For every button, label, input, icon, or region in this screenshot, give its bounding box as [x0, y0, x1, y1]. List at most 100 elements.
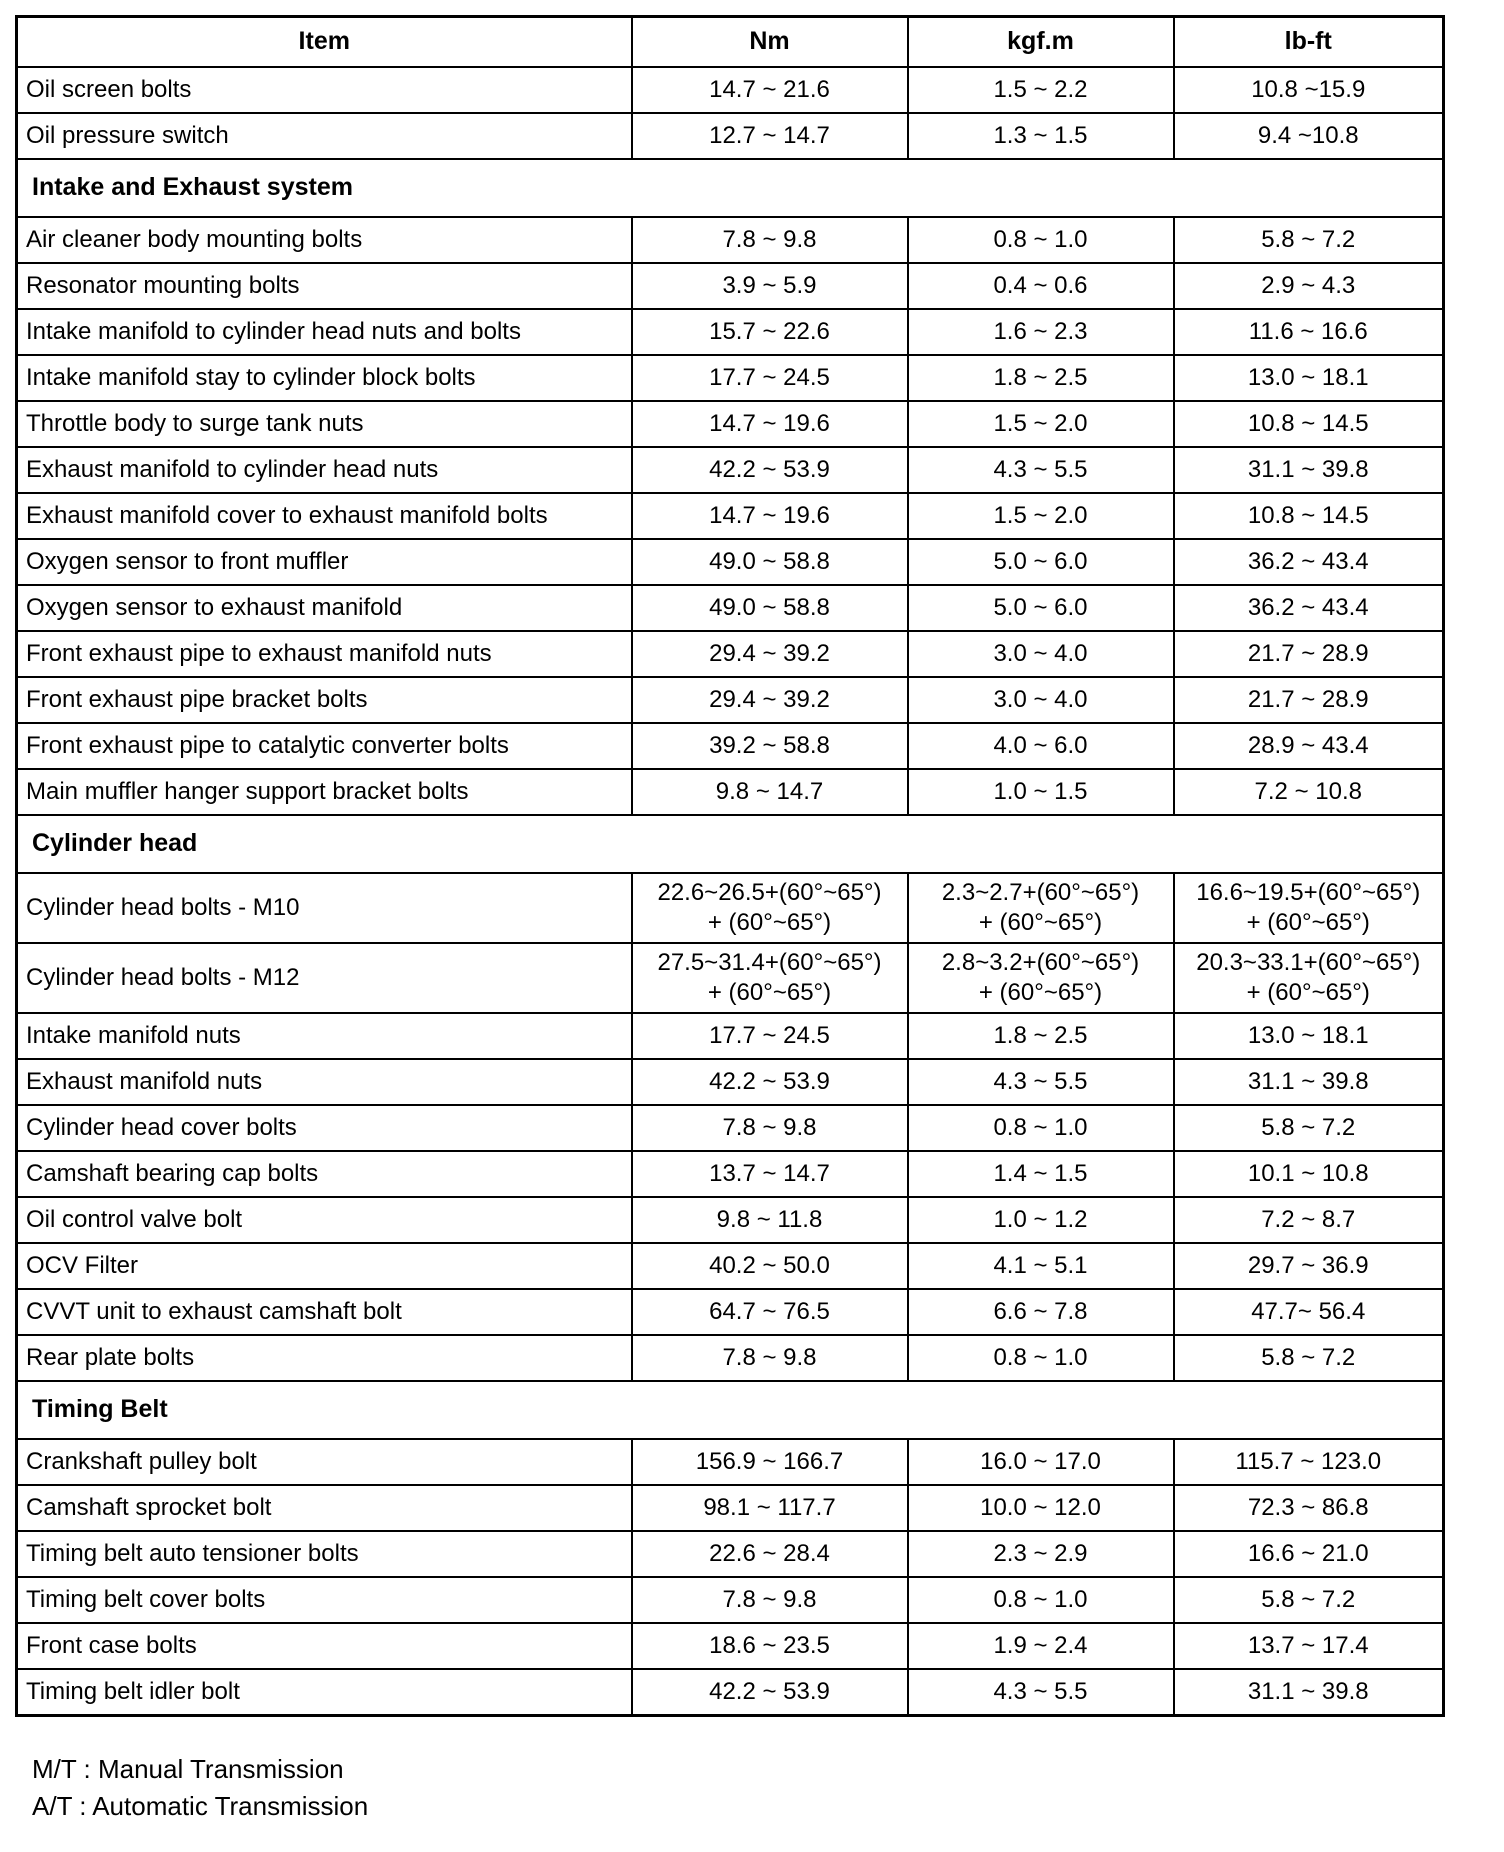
table-row: Oxygen sensor to exhaust manifold 49.0 ~ … — [15, 584, 1445, 632]
table-row: Front exhaust pipe to exhaust manifold n… — [15, 630, 1445, 678]
nm-cell: 7.8 ~ 9.8 — [630, 1334, 909, 1382]
table-row: Front case bolts 18.6 ~ 23.5 1.9 ~ 2.4 13.7… — [15, 1622, 1445, 1670]
section-row: Timing Belt — [15, 1380, 1445, 1440]
lbft-cell: 31.1 ~ 39.8 — [1172, 446, 1445, 494]
table-body: Oil screen bolts 14.7 ~ 21.6 1.5 ~ 2.2 10.8… — [15, 66, 1445, 1716]
lbft-cell: 7.2 ~ 8.7 — [1172, 1196, 1445, 1244]
lbft-cell: 10.8 ~15.9 — [1172, 66, 1445, 114]
torque-spec-table: Item Nm kgf.m lb-ft Oil screen bolts 14.7… — [15, 15, 1445, 1717]
kgfm-cell: 1.9 ~ 2.4 — [906, 1622, 1175, 1670]
item-cell: Crankshaft pulley bolt — [15, 1438, 633, 1486]
kgfm-cell: 1.3 ~ 1.5 — [906, 112, 1175, 160]
kgfm-cell: 1.5 ~ 2.2 — [906, 66, 1175, 114]
kgfm-cell: 3.0 ~ 4.0 — [906, 676, 1175, 724]
lbft-cell: 5.8 ~ 7.2 — [1172, 1576, 1445, 1624]
section-row: Cylinder head — [15, 814, 1445, 874]
kgfm-cell: 0.8 ~ 1.0 — [906, 216, 1175, 264]
nm-cell: 49.0 ~ 58.8 — [630, 538, 909, 586]
item-cell: Timing belt idler bolt — [15, 1668, 633, 1716]
table-row: Exhaust manifold cover to exhaust manifo… — [15, 492, 1445, 540]
nm-cell: 27.5~31.4+(60°~65°) + (60°~65°) — [630, 942, 909, 1014]
nm-cell: 12.7 ~ 14.7 — [630, 112, 909, 160]
item-cell: CVVT unit to exhaust camshaft bolt — [15, 1288, 633, 1336]
lbft-cell: 10.8 ~ 14.5 — [1172, 492, 1445, 540]
kgfm-cell: 0.8 ~ 1.0 — [906, 1334, 1175, 1382]
table-row: Intake manifold stay to cylinder block b… — [15, 354, 1445, 402]
item-cell: Camshaft sprocket bolt — [15, 1484, 633, 1532]
lbft-cell: 29.7 ~ 36.9 — [1172, 1242, 1445, 1290]
table-row: Oil control valve bolt 9.8 ~ 11.8 1.0 ~ 1.… — [15, 1196, 1445, 1244]
item-cell: Air cleaner body mounting bolts — [15, 216, 633, 264]
table-row: Timing belt idler bolt 42.2 ~ 53.9 4.3 ~ 5… — [15, 1668, 1445, 1716]
kgfm-cell: 1.0 ~ 1.2 — [906, 1196, 1175, 1244]
nm-cell: 98.1 ~ 117.7 — [630, 1484, 909, 1532]
nm-cell: 42.2 ~ 53.9 — [630, 1668, 909, 1716]
nm-cell: 17.7 ~ 24.5 — [630, 354, 909, 402]
nm-cell: 14.7 ~ 19.6 — [630, 400, 909, 448]
nm-cell: 42.2 ~ 53.9 — [630, 1058, 909, 1106]
table-row: Camshaft bearing cap bolts 13.7 ~ 14.7 1.4… — [15, 1150, 1445, 1198]
kgfm-cell: 0.4 ~ 0.6 — [906, 262, 1175, 310]
item-cell: Camshaft bearing cap bolts — [15, 1150, 633, 1198]
table-row: Throttle body to surge tank nuts 14.7 ~ 1… — [15, 400, 1445, 448]
kgfm-cell: 5.0 ~ 6.0 — [906, 538, 1175, 586]
lbft-cell: 5.8 ~ 7.2 — [1172, 216, 1445, 264]
lbft-cell: 7.2 ~ 10.8 — [1172, 768, 1445, 816]
table-row: Oxygen sensor to front muffler 49.0 ~ 58.… — [15, 538, 1445, 586]
table-row: Air cleaner body mounting bolts 7.8 ~ 9.8… — [15, 216, 1445, 264]
section-label: Cylinder head — [15, 814, 1445, 874]
section-label: Intake and Exhaust system — [15, 158, 1445, 218]
item-cell: Front exhaust pipe bracket bolts — [15, 676, 633, 724]
kgfm-cell: 4.3 ~ 5.5 — [906, 446, 1175, 494]
item-cell: Oxygen sensor to front muffler — [15, 538, 633, 586]
lbft-cell: 115.7 ~ 123.0 — [1172, 1438, 1445, 1486]
nm-cell: 40.2 ~ 50.0 — [630, 1242, 909, 1290]
lbft-cell: 72.3 ~ 86.8 — [1172, 1484, 1445, 1532]
table-row: Cylinder head bolts - M12 27.5~31.4+(60°~… — [15, 942, 1445, 1014]
kgfm-cell: 1.4 ~ 1.5 — [906, 1150, 1175, 1198]
kgfm-cell: 1.8 ~ 2.5 — [906, 1012, 1175, 1060]
nm-cell: 15.7 ~ 22.6 — [630, 308, 909, 356]
column-header-kgfm: kgf.m — [906, 15, 1175, 68]
section-label: Timing Belt — [15, 1380, 1445, 1440]
item-cell: Timing belt auto tensioner bolts — [15, 1530, 633, 1578]
nm-cell: 156.9 ~ 166.7 — [630, 1438, 909, 1486]
nm-cell: 64.7 ~ 76.5 — [630, 1288, 909, 1336]
item-cell: Oil control valve bolt — [15, 1196, 633, 1244]
table-row: Timing belt auto tensioner bolts 22.6 ~ 2… — [15, 1530, 1445, 1578]
table-row: Front exhaust pipe to catalytic converte… — [15, 722, 1445, 770]
kgfm-cell: 0.8 ~ 1.0 — [906, 1576, 1175, 1624]
lbft-cell: 31.1 ~ 39.8 — [1172, 1058, 1445, 1106]
lbft-cell: 5.8 ~ 7.2 — [1172, 1334, 1445, 1382]
table-row: Oil pressure switch 12.7 ~ 14.7 1.3 ~ 1.5 9… — [15, 112, 1445, 160]
item-cell: Exhaust manifold to cylinder head nuts — [15, 446, 633, 494]
table-row: Intake manifold nuts 17.7 ~ 24.5 1.8 ~ 2.5… — [15, 1012, 1445, 1060]
kgfm-cell: 10.0 ~ 12.0 — [906, 1484, 1175, 1532]
table-row: Main muffler hanger support bracket bolt… — [15, 768, 1445, 816]
table-row: OCV Filter 40.2 ~ 50.0 4.1 ~ 5.1 29.7 ~ 36.… — [15, 1242, 1445, 1290]
lbft-cell: 21.7 ~ 28.9 — [1172, 630, 1445, 678]
nm-cell: 29.4 ~ 39.2 — [630, 676, 909, 724]
nm-cell: 3.9 ~ 5.9 — [630, 262, 909, 310]
table-row: Timing belt cover bolts 7.8 ~ 9.8 0.8 ~ 1.… — [15, 1576, 1445, 1624]
table-row: Exhaust manifold nuts 42.2 ~ 53.9 4.3 ~ 5.… — [15, 1058, 1445, 1106]
kgfm-cell: 4.3 ~ 5.5 — [906, 1668, 1175, 1716]
kgfm-cell: 4.1 ~ 5.1 — [906, 1242, 1175, 1290]
column-header-lbft: lb-ft — [1172, 15, 1445, 68]
nm-cell: 7.8 ~ 9.8 — [630, 1104, 909, 1152]
kgfm-cell: 16.0 ~ 17.0 — [906, 1438, 1175, 1486]
lbft-cell: 36.2 ~ 43.4 — [1172, 584, 1445, 632]
kgfm-cell: 4.0 ~ 6.0 — [906, 722, 1175, 770]
table-row: CVVT unit to exhaust camshaft bolt 64.7 ~… — [15, 1288, 1445, 1336]
item-cell: Throttle body to surge tank nuts — [15, 400, 633, 448]
item-cell: Intake manifold stay to cylinder block b… — [15, 354, 633, 402]
item-cell: Cylinder head bolts - M12 — [15, 942, 633, 1014]
lbft-cell: 13.0 ~ 18.1 — [1172, 354, 1445, 402]
nm-cell: 13.7 ~ 14.7 — [630, 1150, 909, 1198]
kgfm-cell: 2.8~3.2+(60°~65°) + (60°~65°) — [906, 942, 1175, 1014]
item-cell: Oil pressure switch — [15, 112, 633, 160]
item-cell: Cylinder head cover bolts — [15, 1104, 633, 1152]
lbft-cell: 16.6~19.5+(60°~65°) + (60°~65°) — [1172, 872, 1445, 944]
lbft-cell: 47.7~ 56.4 — [1172, 1288, 1445, 1336]
